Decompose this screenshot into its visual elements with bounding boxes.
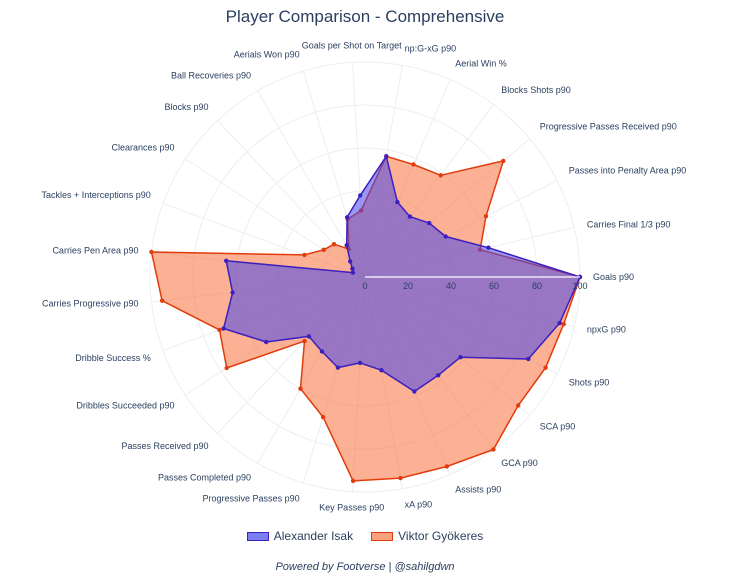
series-point-isak[interactable]	[357, 360, 363, 366]
radar-series-layer	[149, 154, 583, 484]
radial-tick-label: 80	[532, 281, 542, 291]
series-point-isak[interactable]	[224, 258, 229, 263]
series-point-isak[interactable]	[358, 193, 363, 198]
axis-label: Ball Recoveries p90	[171, 71, 251, 81]
series-point-isak[interactable]	[221, 326, 226, 331]
chart-title: Player Comparison - Comprehensive	[225, 7, 505, 26]
series-point-gyokeres[interactable]	[159, 298, 165, 303]
series-point-isak[interactable]	[557, 320, 562, 326]
legend-item-gyokeres[interactable]: Viktor Gyökeres	[371, 529, 483, 543]
series-point-isak[interactable]	[350, 270, 356, 275]
series-point-isak[interactable]	[348, 259, 353, 264]
axis-label: xA p90	[405, 500, 433, 510]
legend-swatch-gyokeres	[371, 531, 394, 541]
series-point-isak[interactable]	[264, 339, 269, 345]
series-point-gyokeres[interactable]	[411, 162, 416, 167]
series-point-gyokeres[interactable]	[438, 173, 443, 178]
series-point-gyokeres[interactable]	[224, 365, 229, 371]
axis-label: Carries Progressive p90	[42, 299, 139, 309]
series-point-isak[interactable]	[350, 266, 355, 271]
series-point-isak[interactable]	[344, 215, 350, 220]
series-point-isak[interactable]	[335, 365, 341, 370]
series-point-isak[interactable]	[526, 356, 531, 362]
series-point-isak[interactable]	[306, 334, 312, 339]
series-point-gyokeres[interactable]	[516, 403, 521, 408]
series-point-gyokeres[interactable]	[298, 386, 303, 391]
axis-label: Aerials Won p90	[234, 50, 300, 60]
series-point-isak[interactable]	[319, 349, 325, 354]
legend-label-gyokeres: Viktor Gyökeres	[398, 529, 484, 543]
axis-label: Blocks p90	[164, 102, 208, 112]
series-point-gyokeres[interactable]	[561, 321, 566, 327]
series-point-gyokeres[interactable]	[302, 338, 307, 344]
series-point-gyokeres[interactable]	[331, 242, 337, 247]
axis-label: Assists p90	[455, 484, 501, 494]
axis-label: GCA p90	[501, 458, 538, 468]
axis-label: Clearances p90	[111, 143, 174, 153]
axis-label: Passes Completed p90	[158, 473, 251, 483]
radial-tick-label: 40	[446, 281, 456, 291]
axis-label: Key Passes p90	[319, 503, 384, 513]
series-point-gyokeres[interactable]	[320, 414, 326, 420]
series-point-gyokeres[interactable]	[483, 214, 489, 219]
axis-label: np:G-xG p90	[405, 44, 457, 54]
series-point-isak[interactable]	[395, 199, 400, 205]
series-point-gyokeres[interactable]	[149, 249, 154, 255]
axis-label: Passes Received p90	[121, 441, 208, 451]
footer-credit: Powered by Footverse | @sahilgdwn	[275, 561, 455, 573]
series-point-isak[interactable]	[407, 214, 413, 219]
axis-labels: Goals p90 npxG p90 Shots p90 SCA p90 GCA p90…	[41, 40, 686, 512]
axis-label: SCA p90	[540, 422, 576, 432]
legend-swatch-isak	[246, 531, 269, 541]
radial-tick-label: 60	[489, 281, 499, 291]
series-point-gyokeres[interactable]	[302, 252, 307, 258]
radial-tick-label: 20	[403, 281, 413, 291]
axis-label: Blocks Shots p90	[501, 85, 571, 95]
series-point-isak[interactable]	[458, 355, 463, 360]
axis-label: Shots p90	[569, 377, 610, 387]
radial-tick-labels: 0 20 40 60 80 100	[362, 276, 588, 291]
series-point-isak[interactable]	[379, 368, 384, 373]
series-point-isak[interactable]	[384, 154, 389, 159]
series-point-gyokeres[interactable]	[217, 327, 222, 333]
radial-tick-label: 0	[362, 281, 367, 291]
series-point-isak[interactable]	[344, 243, 349, 248]
legend-item-isak[interactable]: Alexander Isak	[246, 529, 354, 543]
series-point-gyokeres[interactable]	[491, 447, 496, 452]
series-point-isak[interactable]	[436, 373, 441, 378]
axis-label: Dribbles Succeeded p90	[76, 400, 174, 410]
axis-label: Carries Final 1/3 p90	[587, 219, 671, 229]
series-point-isak[interactable]	[412, 389, 417, 394]
axis-label: Progressive Passes p90	[203, 493, 300, 503]
legend-label-isak: Alexander Isak	[273, 529, 354, 543]
axis-label: Dribble Success %	[75, 353, 151, 363]
axis-label: npxG p90	[587, 325, 626, 335]
legend: Alexander Isak Viktor Gyökeres	[0, 529, 730, 543]
series-point-gyokeres[interactable]	[350, 478, 356, 484]
series-point-isak[interactable]	[230, 290, 235, 295]
series-point-isak[interactable]	[443, 234, 448, 239]
series-point-gyokeres[interactable]	[543, 365, 548, 370]
series-point-gyokeres[interactable]	[321, 247, 326, 252]
axis-label: Aerial Win %	[455, 59, 507, 69]
axis-label: Carries Pen Area p90	[52, 246, 138, 256]
axis-label: Progressive Passes Received p90	[540, 121, 677, 131]
series-point-gyokeres[interactable]	[398, 475, 403, 481]
series-point-isak[interactable]	[427, 220, 432, 226]
series-area-isak	[222, 155, 581, 393]
axis-label: Passes into Penalty Area p90	[569, 166, 687, 176]
series-point-gyokeres[interactable]	[501, 158, 506, 164]
axis-label: Goals p90	[593, 272, 634, 282]
radial-tick-label: 100	[572, 281, 587, 291]
axis-label: Tackles + Interceptions p90	[41, 190, 150, 200]
axis-label: Goals per Shot on Target	[302, 40, 402, 50]
series-point-gyokeres[interactable]	[444, 464, 449, 469]
series-point-isak[interactable]	[486, 245, 491, 250]
